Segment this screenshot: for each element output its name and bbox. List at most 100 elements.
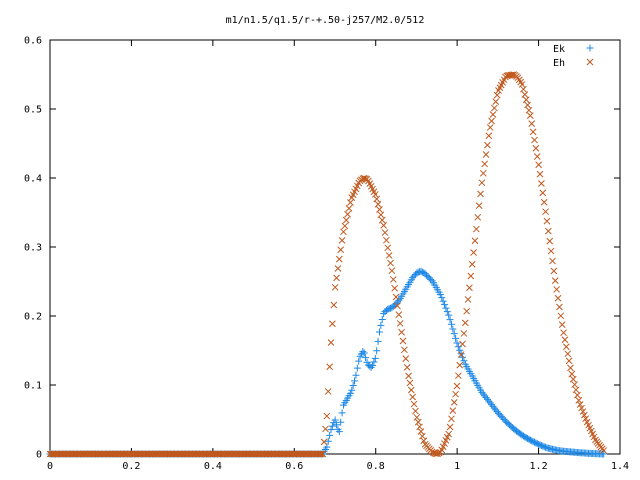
eh-point: [322, 425, 329, 433]
ek-point: [482, 394, 490, 402]
eh-point: [550, 267, 558, 275]
eh-point: [385, 252, 393, 259]
x-tick-label: 1: [454, 461, 460, 472]
eh-point: [371, 191, 379, 198]
ek-point: [436, 290, 444, 298]
eh-point: [485, 132, 493, 140]
eh-point: [529, 128, 537, 136]
eh-point: [532, 144, 540, 152]
eh-point: [470, 249, 477, 256]
legend-marker-eh: [586, 58, 594, 66]
eh-series: [46, 71, 608, 458]
eh-point: [407, 386, 415, 394]
eh-point: [317, 450, 325, 458]
ek-point: [346, 389, 354, 397]
eh-point: [538, 180, 545, 187]
eh-point: [457, 351, 465, 358]
eh-point: [571, 381, 578, 388]
eh-point: [461, 319, 469, 327]
y-tick-label: 0.6: [24, 36, 42, 47]
ek-point: [374, 337, 382, 345]
eh-point: [419, 432, 426, 440]
eh-point: [378, 216, 386, 224]
eh-point: [413, 414, 421, 421]
x-tick-label: 1.4: [611, 461, 629, 472]
eh-point: [388, 267, 396, 275]
eh-point: [399, 337, 407, 345]
eh-point: [467, 272, 475, 280]
ek-point: [371, 354, 379, 362]
eh-point: [420, 437, 428, 445]
x-tick-label: 0.4: [204, 461, 222, 472]
eh-point: [330, 301, 338, 309]
ek-point: [445, 311, 453, 319]
ek-point: [333, 421, 341, 429]
eh-point: [337, 246, 345, 254]
eh-point: [452, 390, 459, 398]
y-tick-label: 0.2: [24, 312, 42, 323]
eh-point: [546, 237, 554, 245]
x-tick-label: 0.6: [285, 461, 303, 472]
eh-point: [547, 247, 555, 255]
eh-point: [460, 330, 468, 337]
ek-point: [337, 418, 345, 426]
eh-point: [554, 294, 562, 302]
eh-point: [493, 91, 501, 99]
eh-point: [381, 229, 389, 236]
eh-point: [486, 124, 494, 131]
eh-point: [518, 81, 526, 88]
ek-point: [324, 437, 332, 445]
ek-point: [447, 320, 455, 328]
ek-point: [373, 347, 381, 355]
y-tick-label: 0.5: [24, 105, 42, 116]
ek-point: [352, 371, 360, 379]
eh-point: [380, 222, 387, 229]
ek-point: [486, 399, 494, 407]
eh-point: [556, 303, 563, 311]
eh-point: [565, 357, 573, 365]
eh-point: [540, 198, 548, 206]
eh-point: [459, 340, 466, 348]
eh-point: [412, 407, 419, 415]
x-tick-label: 0: [47, 461, 53, 472]
eh-point: [383, 236, 390, 244]
eh-point: [488, 117, 495, 125]
eh-point: [401, 346, 408, 354]
ek-point: [378, 315, 386, 323]
y-tick-label: 0.4: [24, 174, 42, 185]
eh-point: [520, 85, 527, 93]
eh-point: [391, 284, 399, 292]
eh-point: [445, 430, 453, 438]
eh-point: [536, 170, 544, 178]
eh-point: [491, 104, 498, 112]
eh-point: [448, 415, 455, 423]
eh-point: [387, 259, 394, 267]
eh-point: [450, 399, 458, 406]
legend: Ek Eh: [553, 44, 594, 69]
ek-point: [600, 450, 608, 458]
eh-point: [324, 388, 332, 395]
ek-point: [438, 294, 446, 302]
ek-point: [395, 296, 403, 304]
eh-point: [579, 408, 587, 415]
eh-point: [396, 320, 404, 327]
eh-point: [489, 111, 497, 118]
eh-point: [474, 213, 482, 221]
eh-point: [345, 205, 353, 212]
ek-point: [362, 354, 370, 362]
eh-point: [340, 228, 347, 236]
eh-point: [468, 260, 476, 268]
eh-point: [342, 216, 350, 224]
eh-point: [600, 447, 608, 454]
eh-point: [564, 350, 572, 358]
eh-point: [551, 277, 559, 284]
eh-point: [471, 237, 479, 245]
ek-point: [453, 339, 461, 347]
ek-point: [485, 397, 493, 405]
ek-point: [454, 343, 462, 351]
eh-point: [410, 400, 418, 408]
eh-point: [331, 283, 339, 291]
ek-point: [353, 364, 361, 372]
eh-point: [539, 189, 547, 197]
eh-point: [463, 307, 471, 315]
